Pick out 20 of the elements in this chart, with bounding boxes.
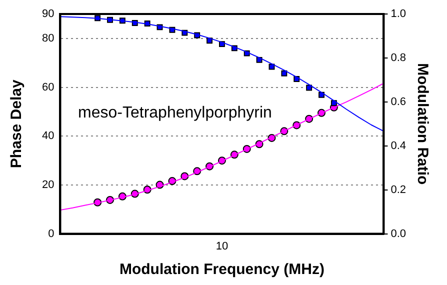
- x-axis-title: Modulation Frequency (MHz): [119, 261, 324, 278]
- annotation: meso-Tetraphenylporphyrin: [78, 104, 272, 122]
- point: [318, 92, 324, 98]
- y-tick-label: 80: [42, 32, 54, 44]
- y-tick-label: 90: [42, 8, 54, 20]
- point: [330, 100, 337, 106]
- y-tick-label: 20: [42, 178, 54, 191]
- y2-tick-label: 0.8: [390, 52, 406, 64]
- y2-tick-label: 0.4: [390, 140, 406, 152]
- y2-tick-label: 0.6: [390, 96, 406, 108]
- y-axis-title: Phase Delay: [8, 79, 26, 168]
- y2-axis-title: Modulation Ratio: [414, 63, 431, 185]
- y-tick-label: 60: [42, 81, 54, 94]
- y2-tick-label: 1.0: [390, 8, 406, 20]
- y-tick-label: 0: [48, 228, 54, 240]
- y2-tick-label: 0.2: [390, 184, 406, 196]
- y-tick-label: 40: [42, 130, 54, 142]
- y2-tick-label: 0.0: [390, 228, 406, 240]
- x-tick-label: 10: [216, 240, 228, 252]
- point: [281, 70, 288, 76]
